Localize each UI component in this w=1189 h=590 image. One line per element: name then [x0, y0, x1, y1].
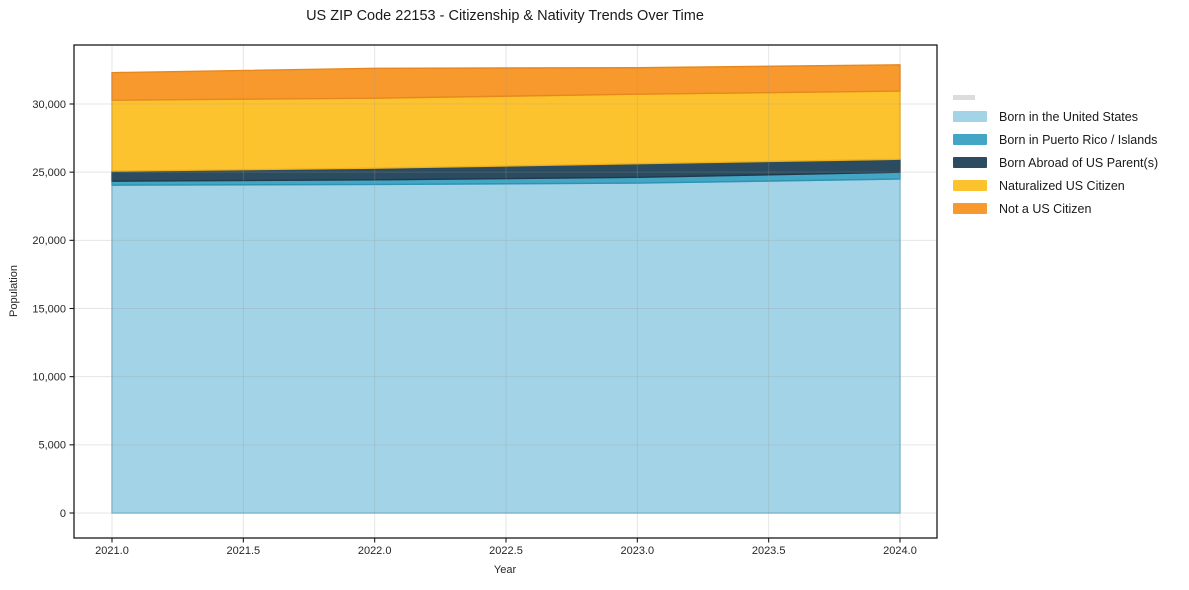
legend-label: Naturalized US Citizen — [999, 178, 1125, 193]
y-tick-label: 15,000 — [32, 303, 66, 315]
x-tick-label: 2022.0 — [358, 545, 392, 557]
x-tick-label: 2021.0 — [95, 545, 129, 557]
y-tick-label: 5,000 — [38, 440, 66, 452]
legend-artifact — [953, 95, 975, 100]
legend-swatch-icon — [953, 111, 987, 122]
legend-label: Not a US Citizen — [999, 201, 1092, 216]
x-tick-label: 2023.0 — [621, 545, 655, 557]
y-tick-label: 0 — [60, 508, 66, 520]
legend-label: Born in the United States — [999, 109, 1138, 124]
legend-swatch-icon — [953, 203, 987, 214]
legend-swatch-icon — [953, 180, 987, 191]
y-tick-label: 10,000 — [32, 371, 66, 383]
legend-item-naturalized-us-citizen: Naturalized US Citizen — [953, 174, 1158, 197]
legend-item-born-abroad-of-us-parent-s: Born Abroad of US Parent(s) — [953, 151, 1158, 174]
legend-label: Born Abroad of US Parent(s) — [999, 155, 1159, 170]
legend-item-born-in-puerto-rico-islands: Born in Puerto Rico / Islands — [953, 128, 1158, 151]
y-axis-label: Population — [8, 265, 20, 317]
x-tick-label: 2024.0 — [883, 545, 917, 557]
legend-swatch-icon — [953, 134, 987, 145]
y-tick-label: 25,000 — [32, 167, 66, 179]
legend-swatch-icon — [953, 157, 987, 168]
legend-label: Born in Puerto Rico / Islands — [999, 132, 1158, 147]
legend-item-born-in-the-united-states: Born in the United States — [953, 105, 1158, 128]
x-tick-label: 2021.5 — [227, 545, 261, 557]
legend-item-not-a-us-citizen: Not a US Citizen — [953, 197, 1158, 220]
x-axis-label: Year — [493, 564, 517, 576]
y-tick-label: 30,000 — [32, 99, 66, 111]
x-tick-label: 2023.5 — [752, 545, 786, 557]
y-tick-label: 20,000 — [32, 235, 66, 247]
x-tick-label: 2022.5 — [489, 545, 523, 557]
chart-title: US ZIP Code 22153 - Citizenship & Nativi… — [306, 8, 704, 24]
legend: Born in the United States Born in Puerto … — [953, 105, 1158, 220]
area-not-a-us-citizen — [111, 64, 901, 101]
